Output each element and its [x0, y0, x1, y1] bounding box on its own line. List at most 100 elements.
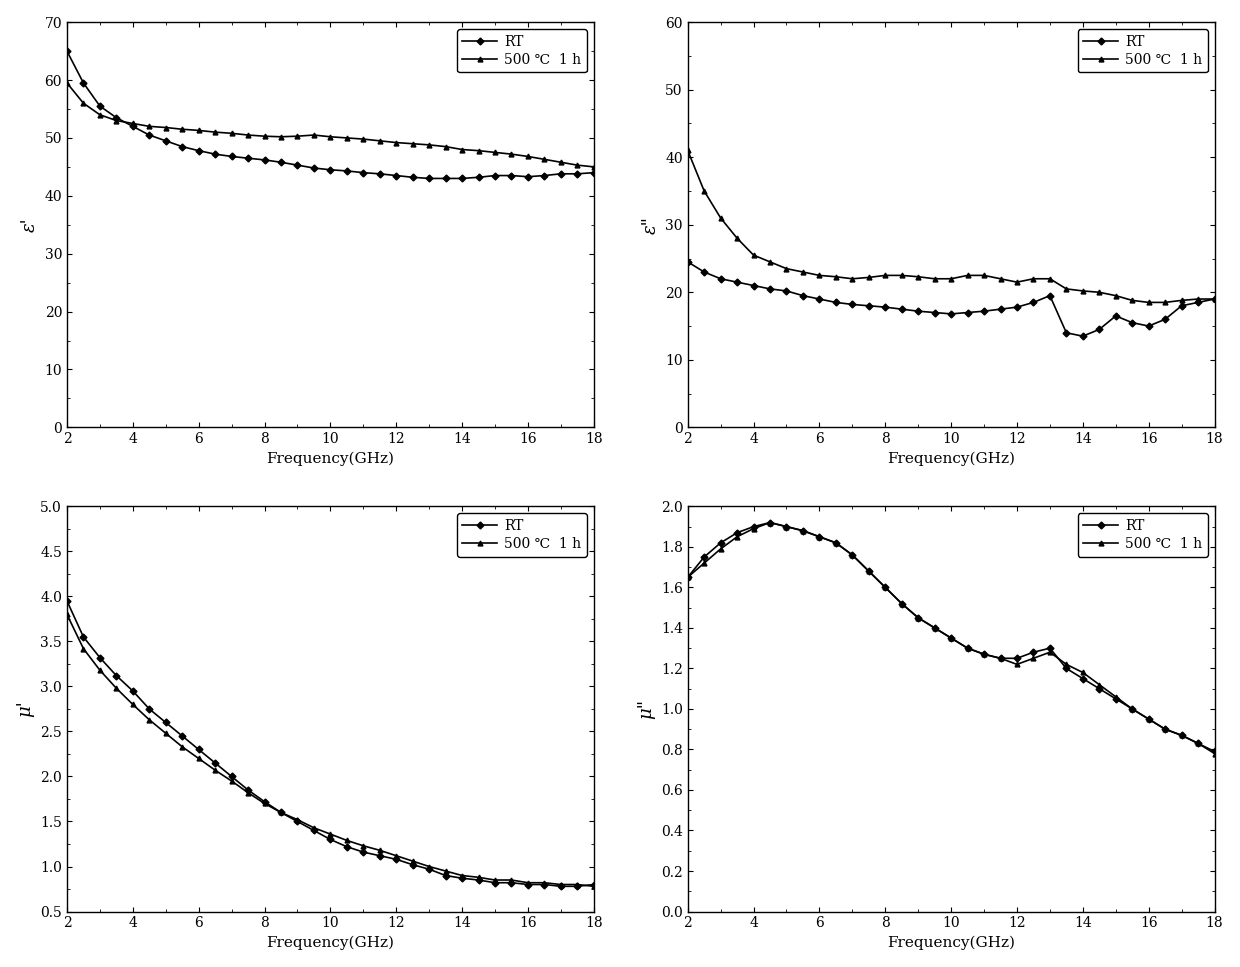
- RT: [1125, 317, 1140, 329]
- RT: [828, 297, 843, 308]
- RT: [746, 279, 761, 291]
- Y-axis label: μ': μ': [16, 700, 35, 718]
- 500 ℃  1 h: [1025, 653, 1040, 664]
- 500 ℃  1 h: [159, 122, 174, 133]
- Line: RT: RT: [64, 48, 596, 181]
- RT: [487, 170, 502, 182]
- 500 ℃  1 h: [422, 861, 436, 872]
- RT: [894, 304, 909, 315]
- 500 ℃  1 h: [713, 212, 728, 223]
- 500 ℃  1 h: [977, 649, 992, 660]
- RT: [1092, 324, 1107, 336]
- RT: [1009, 653, 1024, 664]
- RT: [191, 744, 206, 755]
- 500 ℃  1 h: [503, 874, 518, 886]
- RT: [1059, 327, 1074, 338]
- 500 ℃  1 h: [746, 523, 761, 535]
- 500 ℃  1 h: [993, 273, 1008, 284]
- RT: [503, 170, 518, 182]
- RT: [587, 879, 601, 891]
- 500 ℃  1 h: [109, 683, 124, 694]
- RT: [422, 864, 436, 875]
- RT: [471, 171, 486, 183]
- RT: [1092, 683, 1107, 694]
- 500 ℃  1 h: [977, 270, 992, 281]
- RT: [844, 299, 859, 310]
- 500 ℃  1 h: [60, 77, 74, 89]
- 500 ℃  1 h: [159, 727, 174, 739]
- 500 ℃  1 h: [191, 752, 206, 764]
- 500 ℃  1 h: [340, 835, 355, 846]
- RT: [537, 879, 552, 891]
- 500 ℃  1 h: [274, 806, 289, 818]
- RT: [910, 306, 925, 317]
- RT: [977, 306, 992, 317]
- X-axis label: Frequency(GHz): Frequency(GHz): [887, 936, 1016, 951]
- RT: [1109, 693, 1123, 705]
- RT: [993, 653, 1008, 664]
- 500 ℃  1 h: [76, 98, 91, 109]
- RT: [1109, 310, 1123, 322]
- RT: [878, 581, 893, 593]
- RT: [993, 304, 1008, 315]
- 500 ℃  1 h: [587, 881, 601, 893]
- Y-axis label: ε": ε": [641, 216, 660, 234]
- RT: [372, 168, 387, 180]
- 500 ℃  1 h: [1109, 290, 1123, 302]
- RT: [521, 879, 536, 891]
- RT: [1075, 331, 1090, 342]
- Line: 500 ℃  1 h: 500 ℃ 1 h: [686, 148, 1216, 305]
- RT: [713, 273, 728, 284]
- 500 ℃  1 h: [779, 263, 794, 275]
- 500 ℃  1 h: [76, 643, 91, 655]
- RT: [274, 157, 289, 168]
- RT: [159, 135, 174, 147]
- 500 ℃  1 h: [1059, 659, 1074, 670]
- RT: [713, 537, 728, 548]
- RT: [1141, 714, 1156, 725]
- RT: [570, 168, 585, 180]
- RT: [1174, 300, 1189, 311]
- 500 ℃  1 h: [587, 161, 601, 173]
- RT: [487, 877, 502, 889]
- 500 ℃  1 h: [960, 270, 975, 281]
- 500 ℃  1 h: [1043, 273, 1058, 284]
- RT: [60, 45, 74, 57]
- RT: [438, 869, 453, 881]
- 500 ℃  1 h: [763, 516, 777, 528]
- X-axis label: Frequency(GHz): Frequency(GHz): [267, 936, 394, 951]
- 500 ℃  1 h: [729, 531, 744, 542]
- RT: [812, 531, 827, 542]
- 500 ℃  1 h: [438, 141, 453, 153]
- 500 ℃  1 h: [290, 814, 305, 826]
- Legend: RT, 500 ℃  1 h: RT, 500 ℃ 1 h: [1078, 29, 1208, 73]
- 500 ℃  1 h: [1190, 293, 1205, 305]
- RT: [322, 834, 337, 845]
- 500 ℃  1 h: [257, 798, 272, 809]
- 500 ℃  1 h: [944, 632, 959, 644]
- RT: [224, 771, 239, 782]
- RT: [812, 293, 827, 305]
- 500 ℃  1 h: [1158, 297, 1173, 308]
- RT: [928, 307, 942, 318]
- 500 ℃  1 h: [60, 608, 74, 620]
- 500 ℃  1 h: [697, 557, 712, 569]
- 500 ℃  1 h: [322, 829, 337, 840]
- 500 ℃  1 h: [521, 877, 536, 889]
- RT: [1207, 746, 1221, 757]
- 500 ℃  1 h: [1190, 738, 1205, 749]
- 500 ℃  1 h: [910, 271, 925, 282]
- RT: [322, 164, 337, 176]
- 500 ℃  1 h: [1043, 646, 1058, 658]
- RT: [340, 165, 355, 177]
- RT: [93, 652, 108, 663]
- RT: [697, 266, 712, 278]
- 500 ℃  1 h: [521, 151, 536, 162]
- 500 ℃  1 h: [796, 525, 811, 537]
- 500 ℃  1 h: [796, 266, 811, 278]
- RT: [1043, 290, 1058, 302]
- RT: [141, 703, 156, 715]
- 500 ℃  1 h: [1174, 295, 1189, 307]
- 500 ℃  1 h: [553, 157, 568, 168]
- 500 ℃  1 h: [306, 130, 321, 141]
